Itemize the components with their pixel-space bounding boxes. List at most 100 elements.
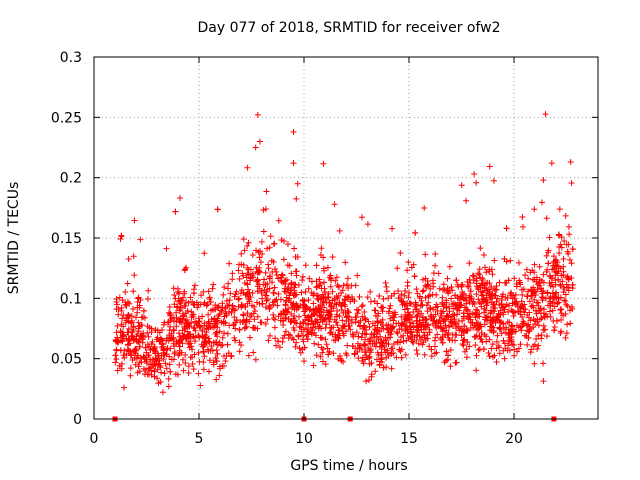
data-point <box>223 352 230 359</box>
data-point <box>538 277 545 284</box>
data-point <box>518 298 525 305</box>
data-point <box>374 300 381 307</box>
data-point <box>246 334 253 341</box>
data-point <box>417 322 424 329</box>
data-point <box>247 277 254 284</box>
data-point <box>201 334 208 341</box>
data-point <box>399 321 406 328</box>
data-point <box>531 296 538 303</box>
data-point <box>505 277 512 284</box>
data-point <box>320 265 327 272</box>
data-point <box>492 305 499 312</box>
data-point <box>123 335 130 342</box>
data-point <box>200 288 207 295</box>
data-point <box>134 331 141 338</box>
data-point <box>412 301 419 308</box>
data-point <box>506 319 513 326</box>
data-point <box>499 291 506 298</box>
data-point <box>157 335 164 342</box>
data-point <box>137 332 144 339</box>
data-point <box>145 287 152 294</box>
data-point <box>216 339 223 346</box>
data-point <box>195 332 202 339</box>
data-point <box>331 300 338 307</box>
data-point <box>333 274 340 281</box>
data-point <box>182 325 189 332</box>
data-point <box>120 331 127 338</box>
data-point <box>444 285 451 292</box>
data-point <box>512 291 519 298</box>
data-point <box>353 329 360 336</box>
data-point <box>398 354 405 361</box>
data-point <box>480 346 487 353</box>
data-point <box>405 294 412 301</box>
data-point <box>243 274 250 281</box>
data-point <box>324 264 331 271</box>
data-point <box>236 348 243 355</box>
data-point <box>510 341 517 348</box>
data-point <box>250 310 257 317</box>
data-point <box>419 301 426 308</box>
data-point <box>220 363 227 370</box>
data-point <box>555 294 562 301</box>
data-point <box>245 286 252 293</box>
data-point <box>500 325 507 332</box>
data-point <box>386 305 393 312</box>
data-point <box>283 314 290 321</box>
data-point <box>250 324 257 331</box>
data-point <box>313 306 320 313</box>
data-point <box>291 312 298 319</box>
data-point <box>538 294 545 301</box>
data-point <box>130 336 137 343</box>
data-point <box>545 260 552 267</box>
data-point <box>286 262 293 269</box>
data-point <box>441 359 448 366</box>
data-point <box>208 343 215 350</box>
data-point <box>385 321 392 328</box>
x-tick-label: 10 <box>295 431 313 447</box>
data-point <box>334 295 341 302</box>
data-point <box>316 308 323 315</box>
data-point <box>176 319 183 326</box>
data-point <box>471 273 478 280</box>
data-point <box>429 291 436 298</box>
data-point <box>448 295 455 302</box>
data-point <box>265 265 272 272</box>
data-point <box>166 309 173 316</box>
data-point <box>300 326 307 333</box>
data-point <box>299 273 306 280</box>
data-point <box>544 249 551 256</box>
data-point <box>420 329 427 336</box>
data-point <box>409 320 416 327</box>
data-point <box>344 342 351 349</box>
data-point <box>441 317 448 324</box>
data-point <box>290 160 297 167</box>
data-point <box>403 324 410 331</box>
data-point <box>526 298 533 305</box>
data-point <box>134 304 141 311</box>
data-point <box>156 329 163 336</box>
data-point <box>469 272 476 279</box>
data-point <box>144 296 151 303</box>
data-point <box>232 337 239 344</box>
data-point <box>558 310 565 317</box>
data-point <box>406 316 413 323</box>
data-point <box>176 315 183 322</box>
y-tick-label: 0.3 <box>60 50 82 66</box>
data-point <box>209 306 216 313</box>
data-point <box>329 288 336 295</box>
data-point <box>206 357 213 364</box>
data-point <box>469 300 476 307</box>
data-point <box>525 328 532 335</box>
data-point <box>270 290 277 297</box>
data-point <box>431 343 438 350</box>
data-point <box>262 269 269 276</box>
data-point <box>124 280 131 287</box>
data-point <box>271 284 278 291</box>
data-point <box>446 322 453 329</box>
data-point <box>362 356 369 363</box>
data-point <box>456 307 463 314</box>
data-point <box>472 334 479 341</box>
data-point <box>546 308 553 315</box>
data-point <box>224 330 231 337</box>
